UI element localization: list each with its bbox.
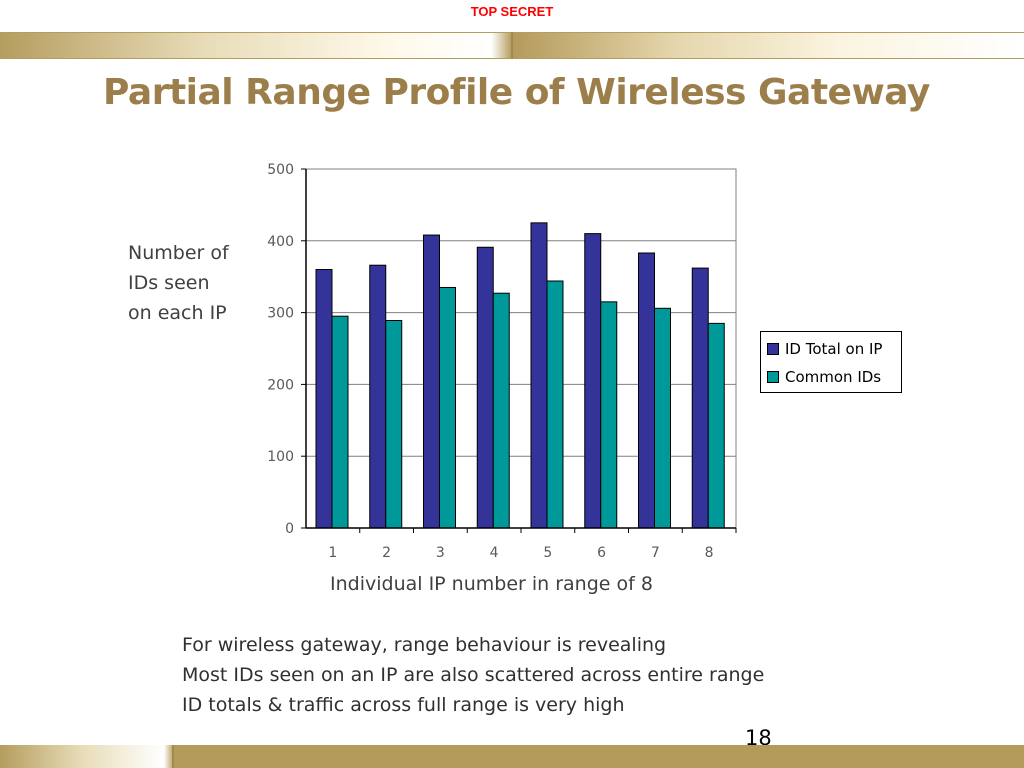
y-axis-label-line: IDs seen: [128, 272, 210, 294]
bar-series-2: [654, 307, 671, 529]
y-axis-label-line: Number of: [128, 242, 229, 264]
bar-series-1: [638, 252, 655, 529]
bar-series-2: [385, 319, 403, 529]
bottom-decorative-band: [0, 745, 1024, 768]
legend-swatch-series-2: [767, 371, 779, 383]
x-tick-label: 2: [382, 545, 391, 561]
x-tick-label: 1: [328, 545, 337, 561]
bar-series-2: [331, 315, 349, 529]
bar-series-2: [492, 292, 510, 529]
legend-item-series-1: ID Total on IP: [767, 340, 882, 358]
bullet-item: ID totals & traffic across full range is…: [182, 694, 625, 716]
legend-label-series-1: ID Total on IP: [785, 340, 883, 358]
y-axis-label: Number of IDs seen on each IP: [128, 238, 268, 328]
chart-legend: ID Total on IP Common IDs: [760, 331, 902, 393]
bar-series-2: [707, 322, 725, 529]
bar-series-1: [530, 222, 548, 529]
y-tick-label: 300: [267, 306, 294, 322]
bar-series-2: [600, 301, 618, 529]
x-tick-label: 8: [705, 545, 714, 561]
bar-series-1: [369, 264, 387, 529]
bar-series-1: [584, 233, 602, 529]
bar-series-1: [423, 234, 440, 529]
bullet-list: For wireless gateway, range behaviour is…: [182, 630, 764, 720]
y-tick-label: 200: [267, 377, 294, 393]
bar-series-1: [315, 269, 333, 529]
y-tick-label: 0: [285, 521, 294, 537]
bullet-item: For wireless gateway, range behaviour is…: [182, 634, 667, 656]
x-axis-label: Individual IP number in range of 8: [330, 573, 653, 595]
x-tick-label: 4: [490, 545, 499, 561]
bar-series-1: [476, 246, 494, 529]
legend-item-series-2: Common IDs: [767, 368, 881, 386]
y-tick-label: 100: [267, 449, 294, 465]
classification-marking: TOP SECRET: [470, 4, 554, 19]
y-axis-label-line: on each IP: [128, 302, 227, 324]
x-tick-label: 5: [543, 545, 552, 561]
legend-swatch-series-1: [767, 343, 779, 355]
bar-series-1: [691, 267, 709, 529]
y-tick-label: 500: [267, 162, 294, 178]
bar-series-2: [439, 286, 456, 529]
x-tick-label: 6: [597, 545, 606, 561]
y-tick-label: 400: [267, 234, 294, 250]
bar-series-2: [546, 280, 564, 529]
slide-title: Partial Range Profile of Wireless Gatewa…: [103, 72, 930, 113]
x-tick-label: 7: [651, 545, 660, 561]
top-decorative-band: [0, 32, 1024, 59]
bullet-item: Most IDs seen on an IP are also scattere…: [182, 664, 765, 686]
legend-label-series-2: Common IDs: [785, 368, 882, 386]
x-tick-label: 3: [436, 545, 445, 561]
